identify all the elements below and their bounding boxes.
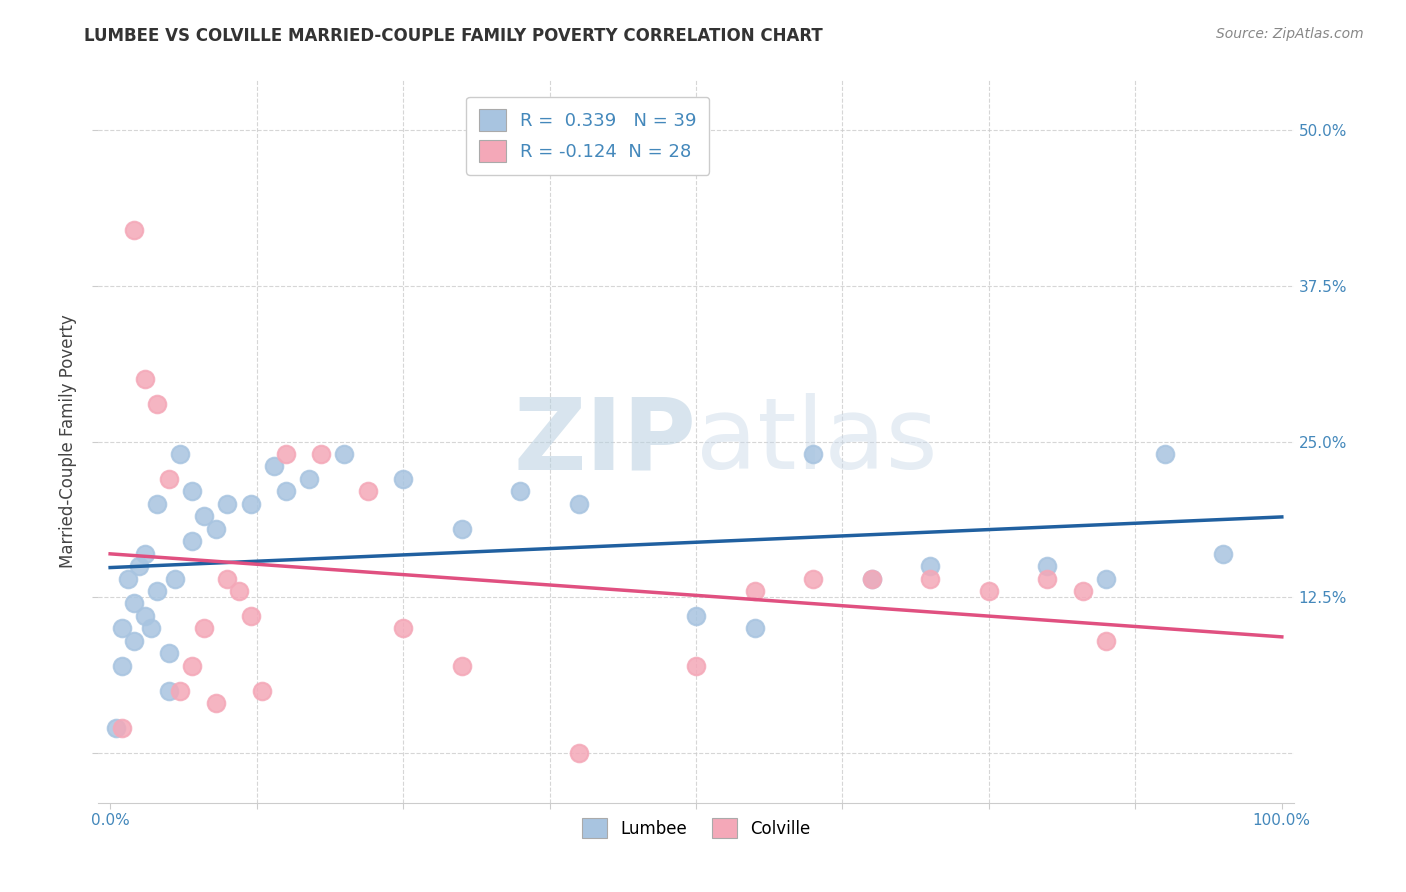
- Text: LUMBEE VS COLVILLE MARRIED-COUPLE FAMILY POVERTY CORRELATION CHART: LUMBEE VS COLVILLE MARRIED-COUPLE FAMILY…: [84, 27, 823, 45]
- Point: [134, 609, 156, 624]
- Point: [920, 559, 942, 574]
- Point: [357, 484, 380, 499]
- Y-axis label: Married-Couple Family Poverty: Married-Couple Family Poverty: [59, 315, 77, 568]
- Point: [509, 484, 531, 499]
- Point: [181, 534, 204, 549]
- Text: ZIP: ZIP: [513, 393, 696, 490]
- Point: [157, 472, 180, 486]
- Point: [239, 609, 262, 624]
- Point: [450, 522, 472, 536]
- Point: [181, 658, 204, 673]
- Point: [122, 223, 145, 237]
- Point: [333, 447, 356, 461]
- Point: [134, 547, 156, 561]
- Point: [1036, 572, 1059, 586]
- Point: [1095, 572, 1118, 586]
- Point: [920, 572, 942, 586]
- Point: [163, 572, 186, 586]
- Point: [128, 559, 150, 574]
- Point: [568, 497, 591, 511]
- Point: [685, 658, 707, 673]
- Point: [450, 658, 472, 673]
- Point: [146, 584, 169, 599]
- Point: [392, 621, 415, 635]
- Point: [274, 484, 297, 499]
- Text: Source: ZipAtlas.com: Source: ZipAtlas.com: [1216, 27, 1364, 41]
- Point: [157, 683, 180, 698]
- Point: [111, 621, 134, 635]
- Point: [181, 484, 204, 499]
- Point: [744, 584, 766, 599]
- Point: [1095, 633, 1118, 648]
- Point: [298, 472, 321, 486]
- Point: [1212, 547, 1234, 561]
- Point: [122, 633, 145, 648]
- Point: [1153, 447, 1175, 461]
- Point: [252, 683, 274, 698]
- Point: [169, 447, 191, 461]
- Point: [263, 459, 285, 474]
- Point: [860, 572, 883, 586]
- Point: [122, 597, 145, 611]
- Point: [193, 509, 215, 524]
- Point: [204, 696, 226, 710]
- Point: [239, 497, 262, 511]
- Point: [685, 609, 707, 624]
- Point: [146, 497, 169, 511]
- Point: [392, 472, 415, 486]
- Text: atlas: atlas: [696, 393, 938, 490]
- Point: [141, 621, 163, 635]
- Point: [111, 658, 134, 673]
- Point: [801, 447, 824, 461]
- Point: [117, 572, 139, 586]
- Point: [146, 397, 169, 411]
- Point: [105, 721, 128, 735]
- Point: [977, 584, 1000, 599]
- Point: [1036, 559, 1059, 574]
- Point: [860, 572, 883, 586]
- Point: [111, 721, 134, 735]
- Point: [228, 584, 250, 599]
- Point: [568, 746, 591, 760]
- Point: [193, 621, 215, 635]
- Point: [217, 572, 239, 586]
- Point: [801, 572, 824, 586]
- Point: [134, 372, 156, 386]
- Point: [274, 447, 297, 461]
- Point: [309, 447, 332, 461]
- Point: [1071, 584, 1094, 599]
- Point: [157, 646, 180, 660]
- Point: [217, 497, 239, 511]
- Point: [204, 522, 226, 536]
- Point: [169, 683, 191, 698]
- Legend: Lumbee, Colville: Lumbee, Colville: [575, 812, 817, 845]
- Point: [744, 621, 766, 635]
